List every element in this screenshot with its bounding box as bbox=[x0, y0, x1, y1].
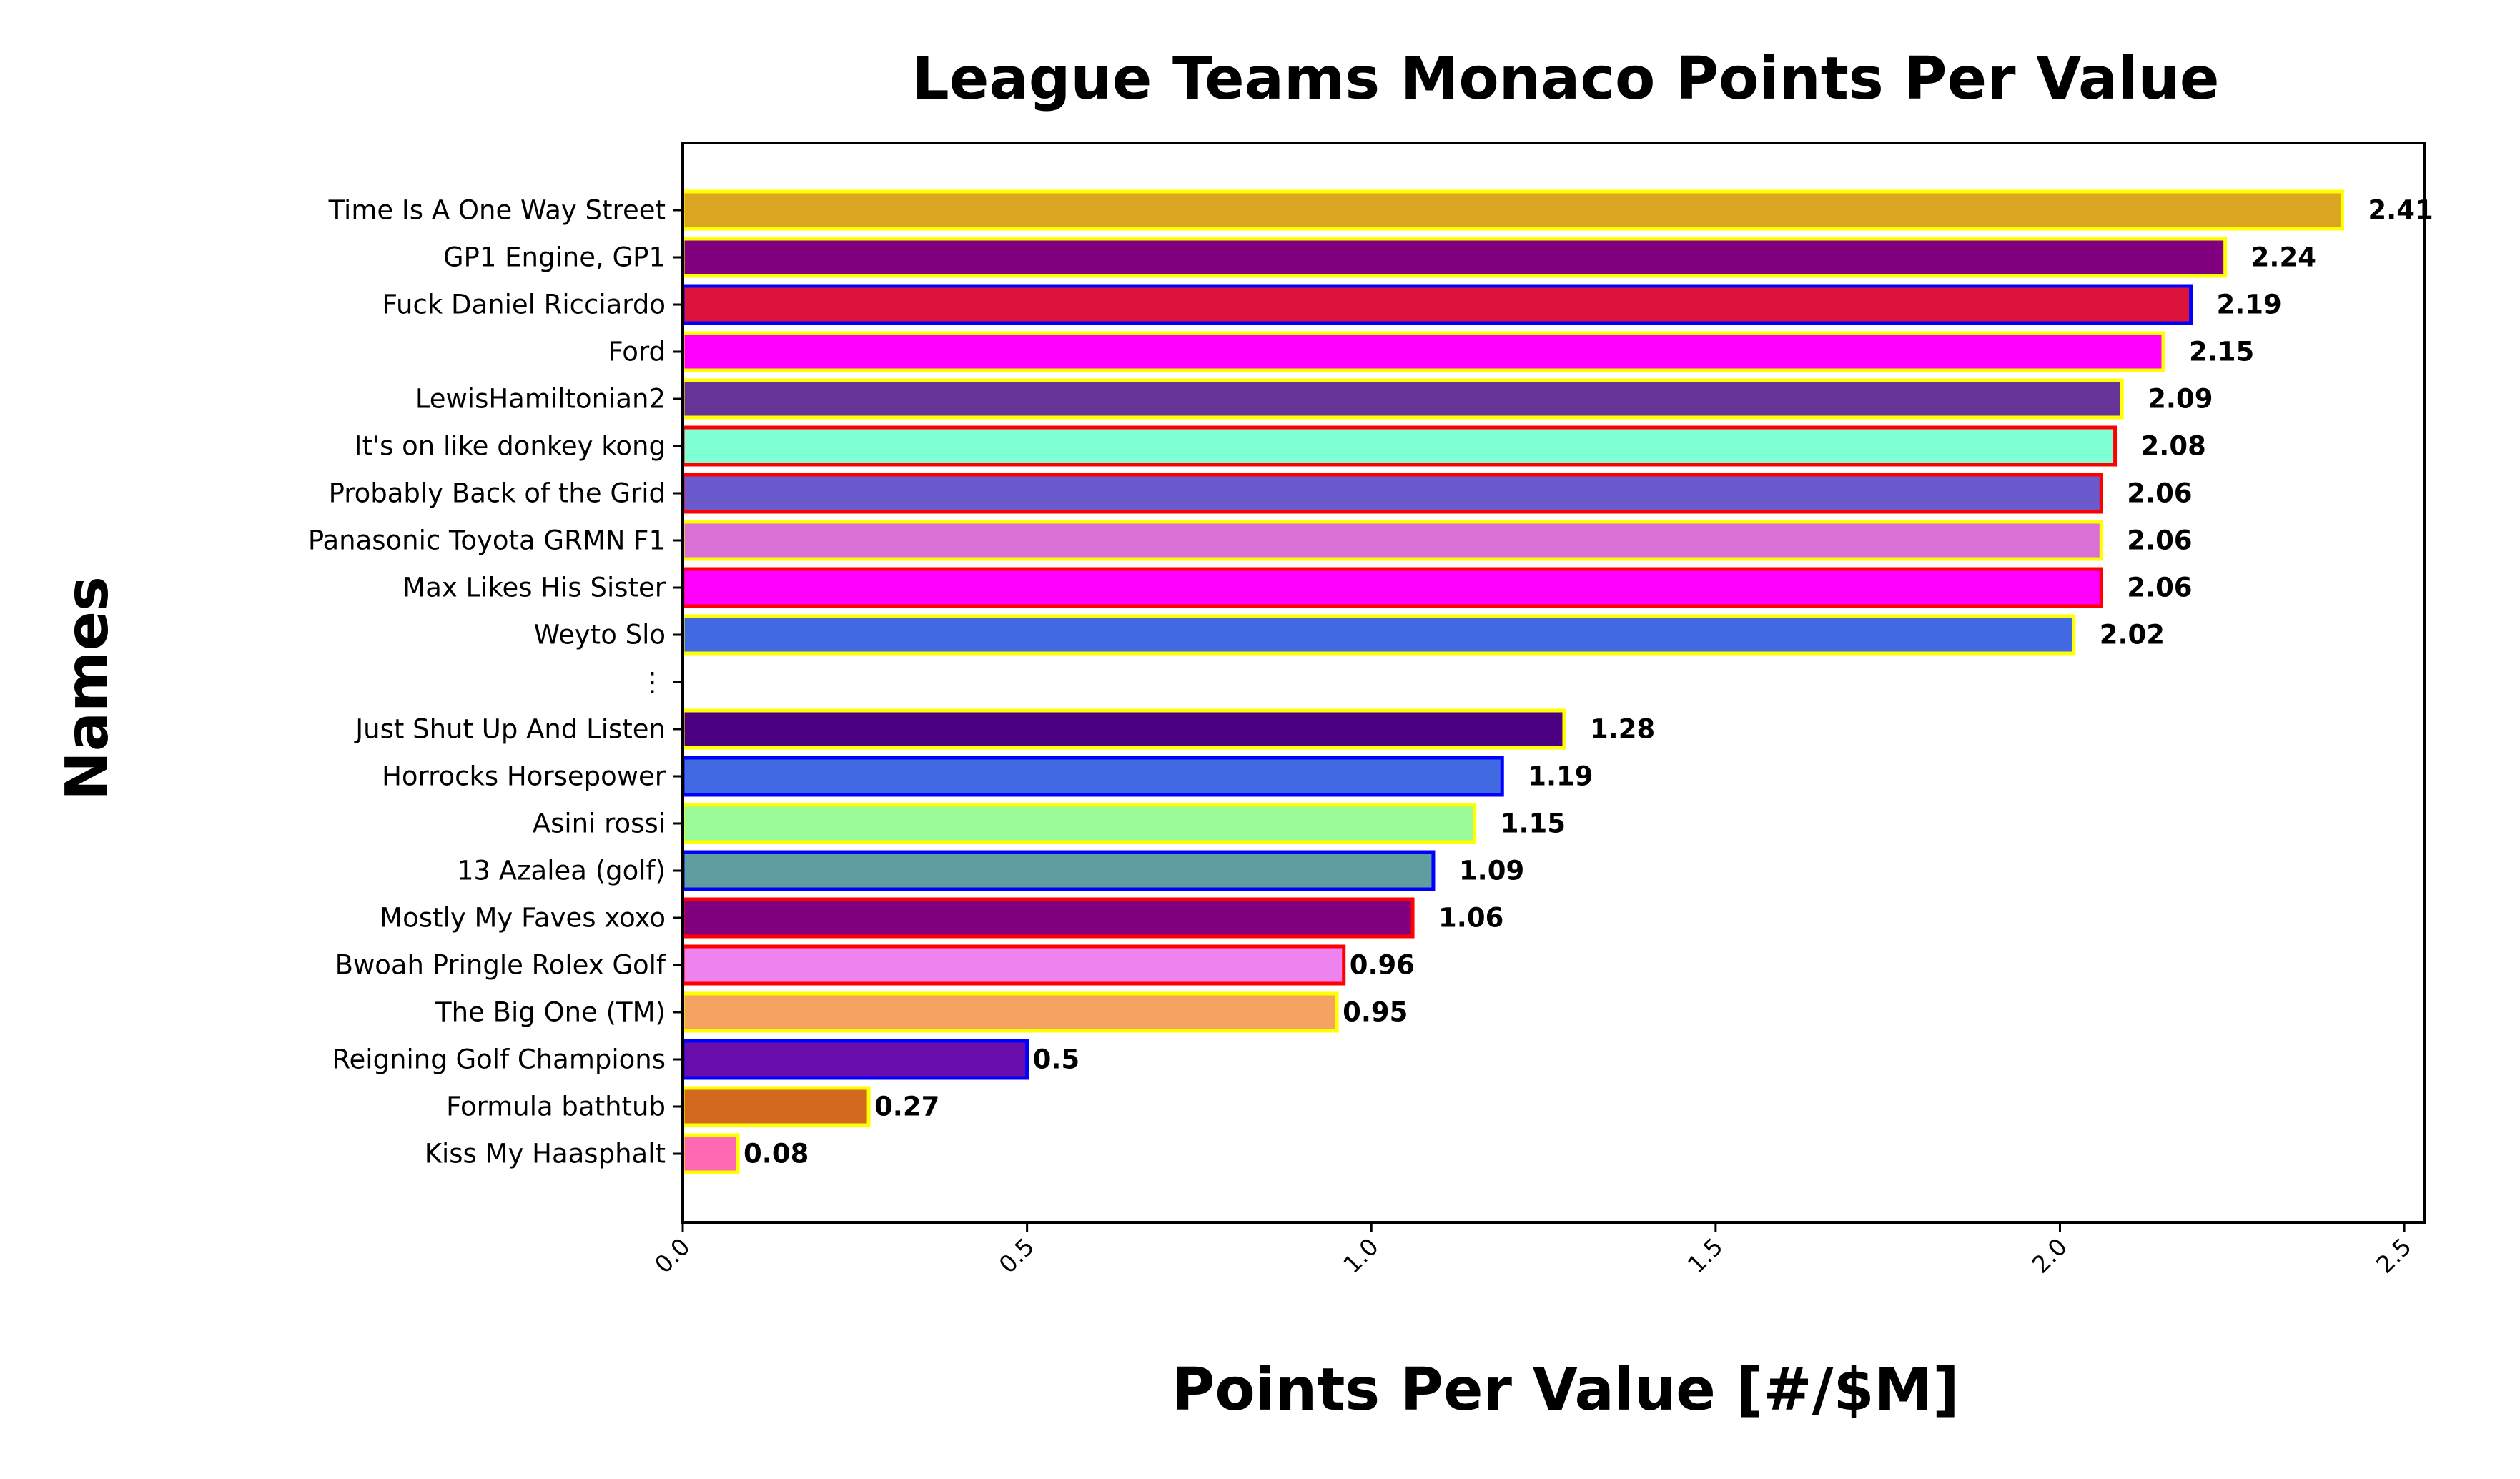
value-label: 2.15 bbox=[2189, 337, 2254, 367]
value-label: 2.09 bbox=[2148, 384, 2213, 415]
value-label: 1.09 bbox=[1459, 856, 1524, 886]
bar bbox=[681, 237, 2228, 278]
value-label: 0.08 bbox=[743, 1139, 809, 1169]
bar bbox=[681, 473, 2103, 514]
bar bbox=[681, 1133, 740, 1174]
bar bbox=[681, 1039, 1029, 1080]
bar bbox=[681, 991, 1339, 1033]
value-label: 2.06 bbox=[2127, 525, 2192, 556]
value-label: 0.27 bbox=[874, 1092, 939, 1122]
value-label: 1.15 bbox=[1501, 808, 1566, 839]
x-axis-label: Points Per Value [#/$M] bbox=[1172, 1356, 1959, 1424]
bar bbox=[681, 284, 2193, 325]
bar bbox=[681, 378, 2124, 420]
bar bbox=[681, 189, 2344, 231]
plot-frame bbox=[681, 142, 2426, 1224]
category-label: Reigning Golf Champions bbox=[332, 1044, 666, 1075]
value-label: 2.08 bbox=[2141, 431, 2206, 462]
bar bbox=[681, 614, 2076, 656]
category-label: ⋮ bbox=[639, 667, 666, 698]
value-label: 0.5 bbox=[1033, 1044, 1080, 1075]
bar bbox=[681, 756, 1504, 797]
bar bbox=[681, 331, 2165, 372]
category-label: Kiss My Haasphalt bbox=[425, 1139, 666, 1169]
value-label: 1.06 bbox=[1438, 903, 1503, 934]
bar bbox=[681, 850, 1436, 891]
value-label: 1.19 bbox=[1528, 761, 1593, 792]
category-label: The Big One (TM) bbox=[435, 997, 666, 1028]
category-label: Bwoah Pringle Rolex Golf bbox=[335, 950, 666, 981]
value-label: 0.95 bbox=[1343, 997, 1408, 1028]
x-tick-label: 2.5 bbox=[2371, 1232, 2417, 1279]
bar bbox=[681, 897, 1415, 939]
value-label: 1.28 bbox=[1590, 714, 1655, 745]
category-label: Panasonic Toyota GRMN F1 bbox=[308, 525, 666, 556]
category-label: Just Shut Up And Listen bbox=[354, 714, 666, 745]
value-label: 2.19 bbox=[2216, 290, 2281, 320]
value-label: 2.24 bbox=[2251, 242, 2316, 273]
category-label: Ford bbox=[608, 337, 666, 367]
category-label: Max Likes His Sister bbox=[402, 573, 666, 603]
chart-title: League Teams Monaco Points Per Value bbox=[912, 45, 2220, 113]
category-label: Horrocks Horsepower bbox=[382, 761, 666, 792]
x-tick-label: 0.0 bbox=[649, 1232, 696, 1279]
category-label: 13 Azalea (golf) bbox=[457, 856, 666, 886]
bar bbox=[681, 520, 2103, 561]
y-axis-label: Names bbox=[54, 576, 122, 801]
bar bbox=[681, 803, 1477, 844]
category-label: It's on like donkey kong bbox=[355, 431, 666, 462]
value-label: 2.41 bbox=[2368, 195, 2433, 226]
value-label: 0.96 bbox=[1350, 950, 1415, 981]
category-label: GP1 Engine, GP1 bbox=[443, 242, 666, 273]
x-tick-label: 2.0 bbox=[2026, 1232, 2072, 1279]
bar bbox=[681, 944, 1346, 986]
bar bbox=[681, 708, 1566, 750]
category-label: Weyto Slo bbox=[534, 620, 666, 651]
category-label: Mostly My Faves xoxo bbox=[380, 903, 666, 934]
category-label: LewisHamiltonian2 bbox=[415, 384, 666, 415]
bar bbox=[681, 567, 2103, 608]
labels-layer: Time Is A One Way Street 2.41 GP1 Engine, … bbox=[308, 195, 2433, 1169]
bar bbox=[681, 1086, 871, 1127]
value-label: 2.06 bbox=[2127, 478, 2192, 509]
bars-layer bbox=[681, 189, 2344, 1174]
x-tick-label: 0.5 bbox=[994, 1232, 1040, 1279]
category-label: Asini rossi bbox=[533, 808, 666, 839]
category-label: Formula bathtub bbox=[446, 1092, 666, 1122]
category-label: Time Is A One Way Street bbox=[328, 195, 666, 226]
x-tick-label: 1.5 bbox=[1682, 1232, 1729, 1279]
value-label: 2.02 bbox=[2100, 620, 2165, 651]
category-label: Probably Back of the Grid bbox=[329, 478, 666, 509]
x-tick-label: 1.0 bbox=[1338, 1232, 1384, 1279]
bar bbox=[681, 425, 2118, 467]
value-label: 2.06 bbox=[2127, 573, 2192, 603]
category-label: Fuck Daniel Ricciardo bbox=[382, 290, 666, 320]
